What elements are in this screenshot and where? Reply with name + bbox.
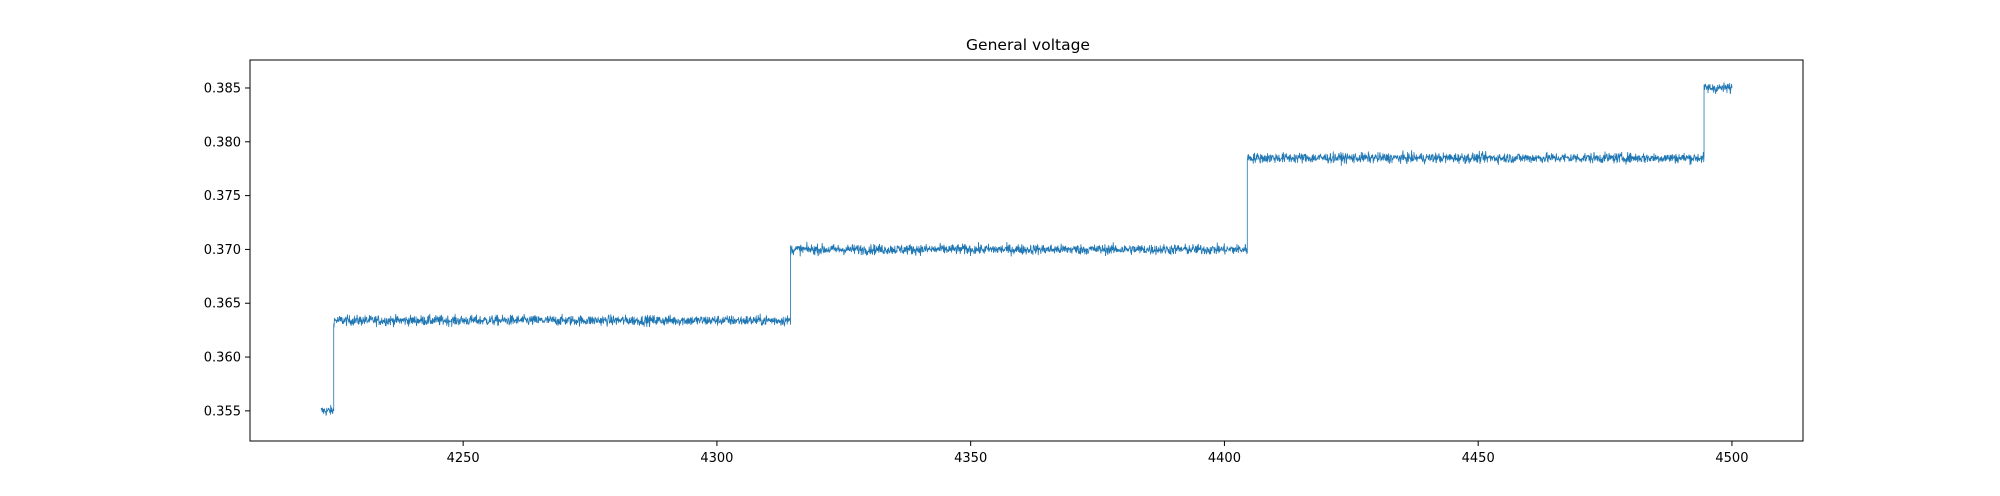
y-tick-label: 0.355 (204, 404, 241, 419)
y-tick-label: 0.375 (204, 189, 241, 204)
x-tick-label: 4250 (447, 451, 480, 466)
y-tick-label: 0.360 (204, 351, 241, 366)
x-tick-label: 4500 (1715, 451, 1748, 466)
x-tick-label: 4300 (700, 451, 733, 466)
x-tick-label: 4350 (954, 451, 987, 466)
chart-title: General voltage (966, 36, 1090, 54)
series-line-general-voltage (320, 82, 1733, 417)
x-tick-label: 4400 (1208, 451, 1241, 466)
y-axis: 0.355 0.360 0.365 0.370 0.375 0.380 0.385 (204, 81, 250, 419)
y-tick-label: 0.380 (204, 135, 241, 150)
x-axis: 4250 4300 4350 4400 4450 4500 (447, 441, 1748, 466)
x-tick-label: 4450 (1462, 451, 1495, 466)
plot-area (249, 59, 1804, 442)
y-tick-label: 0.385 (204, 81, 241, 96)
plot-frame (249, 59, 1804, 442)
y-tick-label: 0.370 (204, 243, 241, 258)
y-tick-label: 0.365 (204, 297, 241, 312)
